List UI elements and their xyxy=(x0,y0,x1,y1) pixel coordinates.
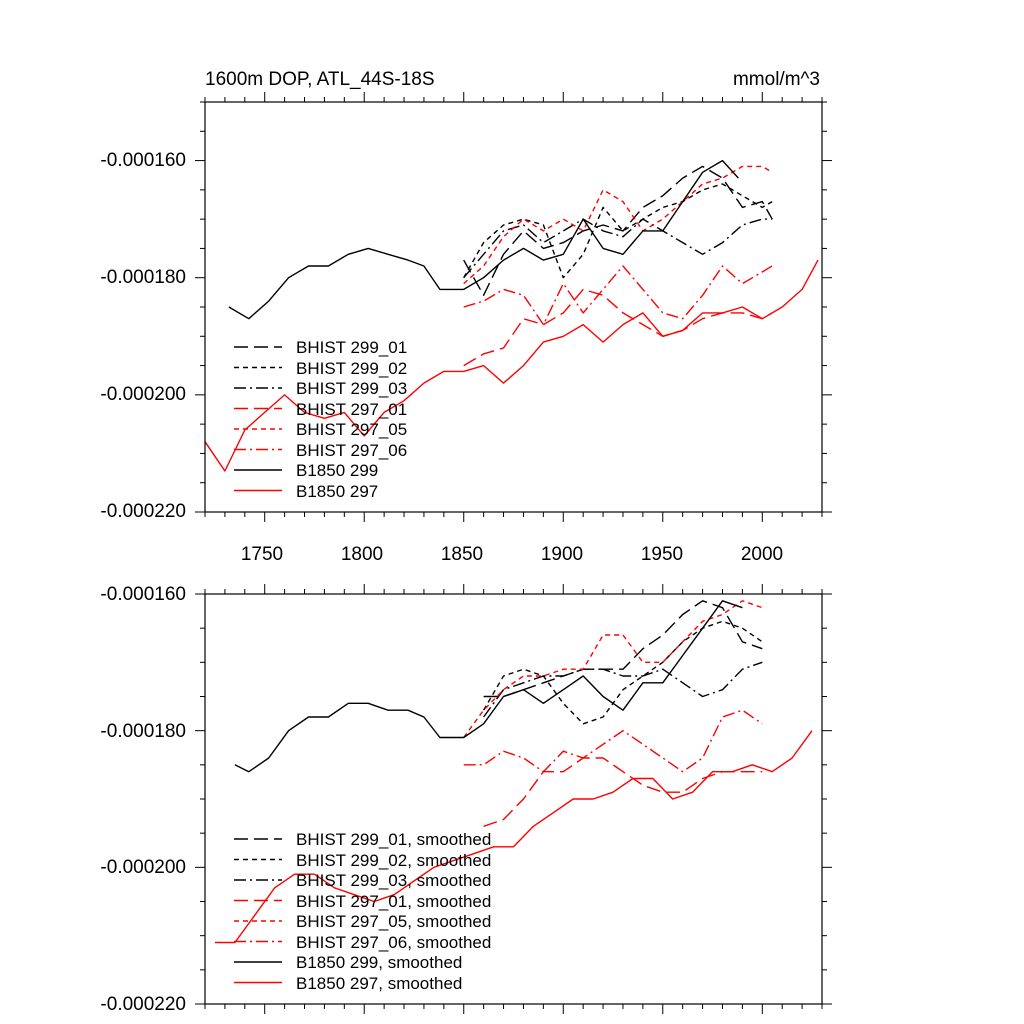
series-line-6 xyxy=(463,709,763,773)
series-line-8 xyxy=(205,259,819,472)
legend-label: BHIST 297_01, smoothed xyxy=(296,892,491,911)
legend-label: BHIST 297_01 xyxy=(296,400,407,419)
legend-label: BHIST 297_05 xyxy=(296,420,407,439)
y-tick-label: -0.000180 xyxy=(100,721,186,742)
chart-title: 1600m DOP, ATL_44S-18S xyxy=(205,69,435,90)
y-tick-label: -0.000180 xyxy=(100,267,186,288)
bottom-panel: -0.000160 -0.000180 -0.000200 -0.000220 … xyxy=(100,584,832,1015)
chart-units: mmol/m^3 xyxy=(733,69,820,90)
series-line-8 xyxy=(215,730,813,944)
series-line-7 xyxy=(228,159,739,320)
series-line-5 xyxy=(463,165,773,285)
y-tick-labels: -0.000160 -0.000180 -0.000200 -0.000220 xyxy=(100,150,186,522)
series-line-1 xyxy=(483,600,763,698)
y-tick-label: -0.000220 xyxy=(100,994,186,1015)
y-tick-label: -0.000200 xyxy=(100,857,186,878)
legend-swatches xyxy=(234,838,282,984)
legend-label: BHIST 299_01 xyxy=(296,338,407,357)
series-line-1 xyxy=(463,165,773,296)
series-line-5 xyxy=(463,600,763,738)
legend-swatches xyxy=(234,346,282,492)
y-tick-label: -0.000160 xyxy=(100,150,186,171)
legend-label: BHIST 299_02 xyxy=(296,359,407,378)
x-tick-label: 1950 xyxy=(641,544,683,565)
legend-label: BHIST 299_03, smoothed xyxy=(296,871,491,890)
axis-ticks xyxy=(195,584,832,1014)
series-lines xyxy=(205,159,819,472)
series-lines xyxy=(215,600,813,944)
x-tick-label: 1800 xyxy=(341,544,383,565)
legend-label: BHIST 297_06 xyxy=(296,441,407,460)
legend-label: B1850 299 xyxy=(296,461,378,480)
x-tick-label: 1900 xyxy=(541,544,583,565)
x-tick-label: 2000 xyxy=(741,544,783,565)
legend-label: B1850 297 xyxy=(296,482,378,501)
y-tick-labels: -0.000160 -0.000180 -0.000200 -0.000220 xyxy=(100,584,186,1015)
series-line-3 xyxy=(463,218,773,279)
series-line-2 xyxy=(482,620,763,725)
series-line-4 xyxy=(463,288,773,367)
y-tick-label: -0.000160 xyxy=(100,584,186,605)
x-tick-label: 1850 xyxy=(441,544,483,565)
y-tick-label: -0.000200 xyxy=(100,384,186,405)
series-line-6 xyxy=(463,265,773,326)
legend-label: BHIST 297_06, smoothed xyxy=(296,933,491,952)
x-tick-labels: 1750 1800 1850 1900 1950 2000 xyxy=(241,544,783,565)
series-line-4 xyxy=(483,757,763,827)
legend-label: BHIST 299_03 xyxy=(296,379,407,398)
legend-label: B1850 297, smoothed xyxy=(296,974,462,993)
y-tick-label: -0.000220 xyxy=(100,501,186,522)
x-tick-label: 1750 xyxy=(241,544,283,565)
top-panel: 1600m DOP, ATL_44S-18S mmol/m^3 -0.00016… xyxy=(100,69,832,565)
axis-ticks xyxy=(195,92,832,522)
legend-label: BHIST 297_05, smoothed xyxy=(296,912,491,931)
legend: BHIST 299_01, smoothed BHIST 299_02, smo… xyxy=(296,830,491,993)
series-line-3 xyxy=(483,661,763,718)
legend-label: BHIST 299_02, smoothed xyxy=(296,851,491,870)
legend-label: BHIST 299_01, smoothed xyxy=(296,830,491,849)
legend-label: B1850 299, smoothed xyxy=(296,953,462,972)
legend: BHIST 299_01 BHIST 299_02 BHIST 299_03 B… xyxy=(296,338,407,501)
series-line-7 xyxy=(234,600,743,773)
